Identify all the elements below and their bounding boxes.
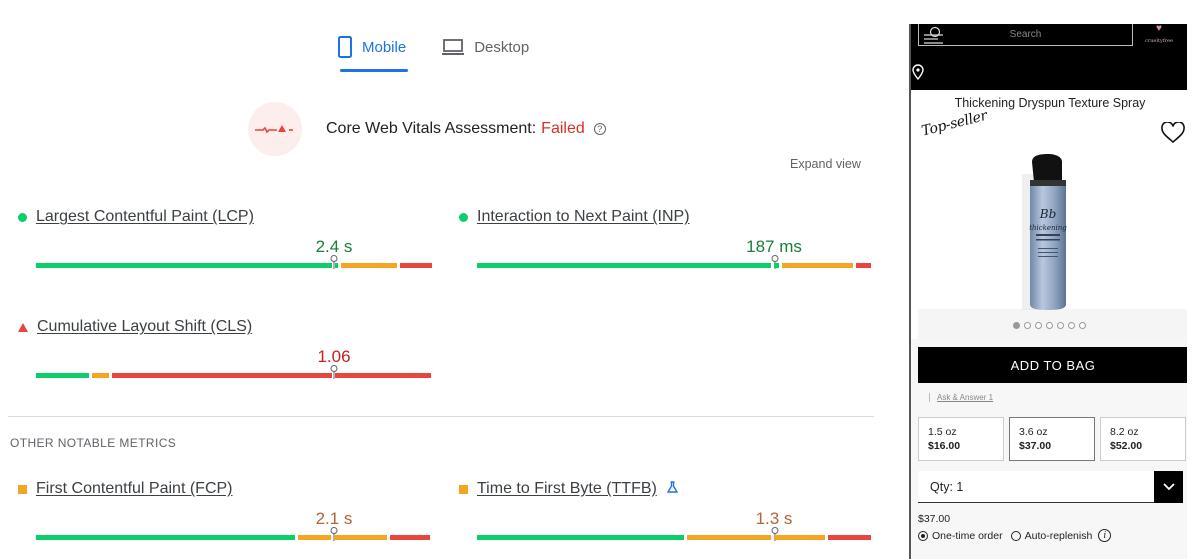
carousel-dot[interactable] <box>1046 322 1053 329</box>
distribution-bar <box>477 263 871 268</box>
distribution-bar <box>36 535 430 540</box>
menu-search-icon[interactable] <box>924 26 946 49</box>
size-option-3-6oz[interactable]: 3.6 oz $37.00 <box>1009 417 1095 461</box>
size-option-8-2oz[interactable]: 8.2 oz $52.00 <box>1100 417 1186 461</box>
ask-answer-link[interactable]: Ask & Answer 1 <box>929 393 993 402</box>
smartphone-icon <box>338 36 352 58</box>
metric-inp-link[interactable]: Interaction to Next Paint (INP) <box>477 208 690 225</box>
search-placeholder: Search <box>1009 29 1042 40</box>
metric-cls-link[interactable]: Cumulative Layout Shift (CLS) <box>37 318 253 335</box>
poor-indicator-icon <box>18 322 28 332</box>
svg-text:Bb: Bb <box>1039 207 1057 221</box>
value-marker <box>330 255 338 269</box>
metric-fcp-value: 2.1 s <box>315 509 353 528</box>
carousel-dot[interactable] <box>1035 322 1042 329</box>
average-indicator-icon <box>18 484 27 494</box>
laptop-icon <box>442 38 465 56</box>
average-indicator-icon <box>459 484 468 494</box>
svg-text:thickening: thickening <box>1029 224 1067 232</box>
location-pin-icon[interactable] <box>912 64 924 85</box>
metric-inp-value: 187 ms <box>746 237 802 256</box>
carousel-dot[interactable] <box>1057 322 1064 329</box>
one-time-order-radio[interactable] <box>918 530 928 541</box>
value-marker <box>330 365 338 379</box>
metric-lcp-link[interactable]: Largest Contentful Paint (LCP) <box>36 208 254 225</box>
distribution-bar <box>36 373 431 378</box>
device-tabs: Mobile Desktop <box>338 30 529 74</box>
metric-ttfb-value: 1.3 s <box>755 509 793 528</box>
expand-view-link[interactable]: Expand view <box>790 157 861 171</box>
size-label: 1.5 oz <box>928 426 957 438</box>
tab-mobile[interactable]: Mobile <box>338 30 409 72</box>
cwv-label-text: Core Web Vitals Assessment: <box>326 120 537 137</box>
metric-lcp: Largest Contentful Paint (LCP) 2.4 s <box>18 207 432 269</box>
size-label: 3.6 oz <box>1019 426 1048 438</box>
help-icon[interactable]: ? <box>593 123 606 135</box>
quantity-value: Qty: 1 <box>930 479 964 494</box>
metric-fcp-link[interactable]: First Contentful Paint (FCP) <box>36 480 233 497</box>
metric-ttfb-link[interactable]: Time to First Byte (TTFB) <box>477 480 657 497</box>
product-title: Thickening Dryspun Texture Spray <box>954 96 1146 110</box>
carousel-dot[interactable] <box>1013 322 1020 329</box>
size-label: 8.2 oz <box>1110 426 1139 438</box>
metric-cls-value: 1.06 <box>317 347 351 366</box>
tab-desktop[interactable]: Desktop <box>442 30 529 64</box>
good-indicator-icon <box>459 212 468 222</box>
cwv-assessment: Core Web Vitals Assessment: Failed ? <box>248 101 606 157</box>
quantity-select[interactable]: Qty: 1 <box>918 470 1183 503</box>
heart-logo-icon: ♥ <box>1156 24 1162 34</box>
top-seller-badge: Top-seller <box>920 107 989 140</box>
add-to-bag-button[interactable]: ADD TO BAG <box>918 347 1187 383</box>
logo-text: crueltyfree <box>1145 38 1173 44</box>
auto-replenish-label[interactable]: Auto-replenish <box>1024 529 1093 542</box>
metric-inp: Interaction to Next Paint (INP) 187 ms <box>459 207 871 269</box>
site-header: Search ♥ crueltyfree <box>911 24 1187 90</box>
metric-cls: Cumulative Layout Shift (CLS) 1.06 <box>18 317 431 379</box>
size-options: 1.5 oz $16.00 3.6 oz $37.00 8.2 oz $52.0… <box>918 417 1186 461</box>
size-price: $52.00 <box>1110 440 1143 452</box>
chevron-down-icon[interactable] <box>1154 470 1183 503</box>
distribution-bar <box>477 535 871 540</box>
tab-desktop-label: Desktop <box>474 38 530 56</box>
wishlist-heart-icon[interactable] <box>1161 121 1185 149</box>
mobile-product-page: Search ♥ crueltyfree Thickening Dryspun … <box>909 24 1187 559</box>
one-time-order-label[interactable]: One-time order <box>932 529 1003 542</box>
metric-ttfb: Time to First Byte (TTFB) 1.3 s <box>459 479 871 541</box>
metric-fcp: First Contentful Paint (FCP) 2.1 s <box>18 479 430 541</box>
size-option-1-5oz[interactable]: 1.5 oz $16.00 <box>918 417 1004 461</box>
cwv-assessment-label: Core Web Vitals Assessment: Failed <box>326 120 585 138</box>
other-metrics-heading: OTHER NOTABLE METRICS <box>10 436 177 450</box>
flask-icon <box>666 480 679 498</box>
auto-replenish-radio[interactable] <box>1010 530 1021 541</box>
section-divider <box>8 416 874 417</box>
purchase-type-options: One-time order Auto-replenish i <box>918 529 1112 542</box>
cwv-failed-icon <box>248 102 302 156</box>
good-indicator-icon <box>18 212 27 222</box>
carousel-dot[interactable] <box>1079 322 1086 329</box>
selected-price: $37.00 <box>918 513 951 525</box>
metric-lcp-value: 2.4 s <box>315 237 353 256</box>
size-price: $16.00 <box>928 440 961 452</box>
pagespeed-report: Mobile Desktop Core Web Vitals Assessmen… <box>8 30 874 541</box>
carousel-dot[interactable] <box>1068 322 1075 329</box>
info-icon[interactable]: i <box>1098 529 1112 542</box>
tab-mobile-label: Mobile <box>362 38 407 56</box>
size-price: $37.00 <box>1019 440 1052 452</box>
cruelty-free-logo[interactable]: ♥ crueltyfree <box>1139 24 1179 48</box>
search-input[interactable]: Search <box>918 24 1133 46</box>
cwv-status: Failed <box>541 120 585 137</box>
distribution-bar <box>36 263 432 268</box>
carousel-dot[interactable] <box>1024 322 1031 329</box>
product-image[interactable]: Bb thickening <box>1018 152 1078 317</box>
carousel-dots <box>1013 322 1086 329</box>
